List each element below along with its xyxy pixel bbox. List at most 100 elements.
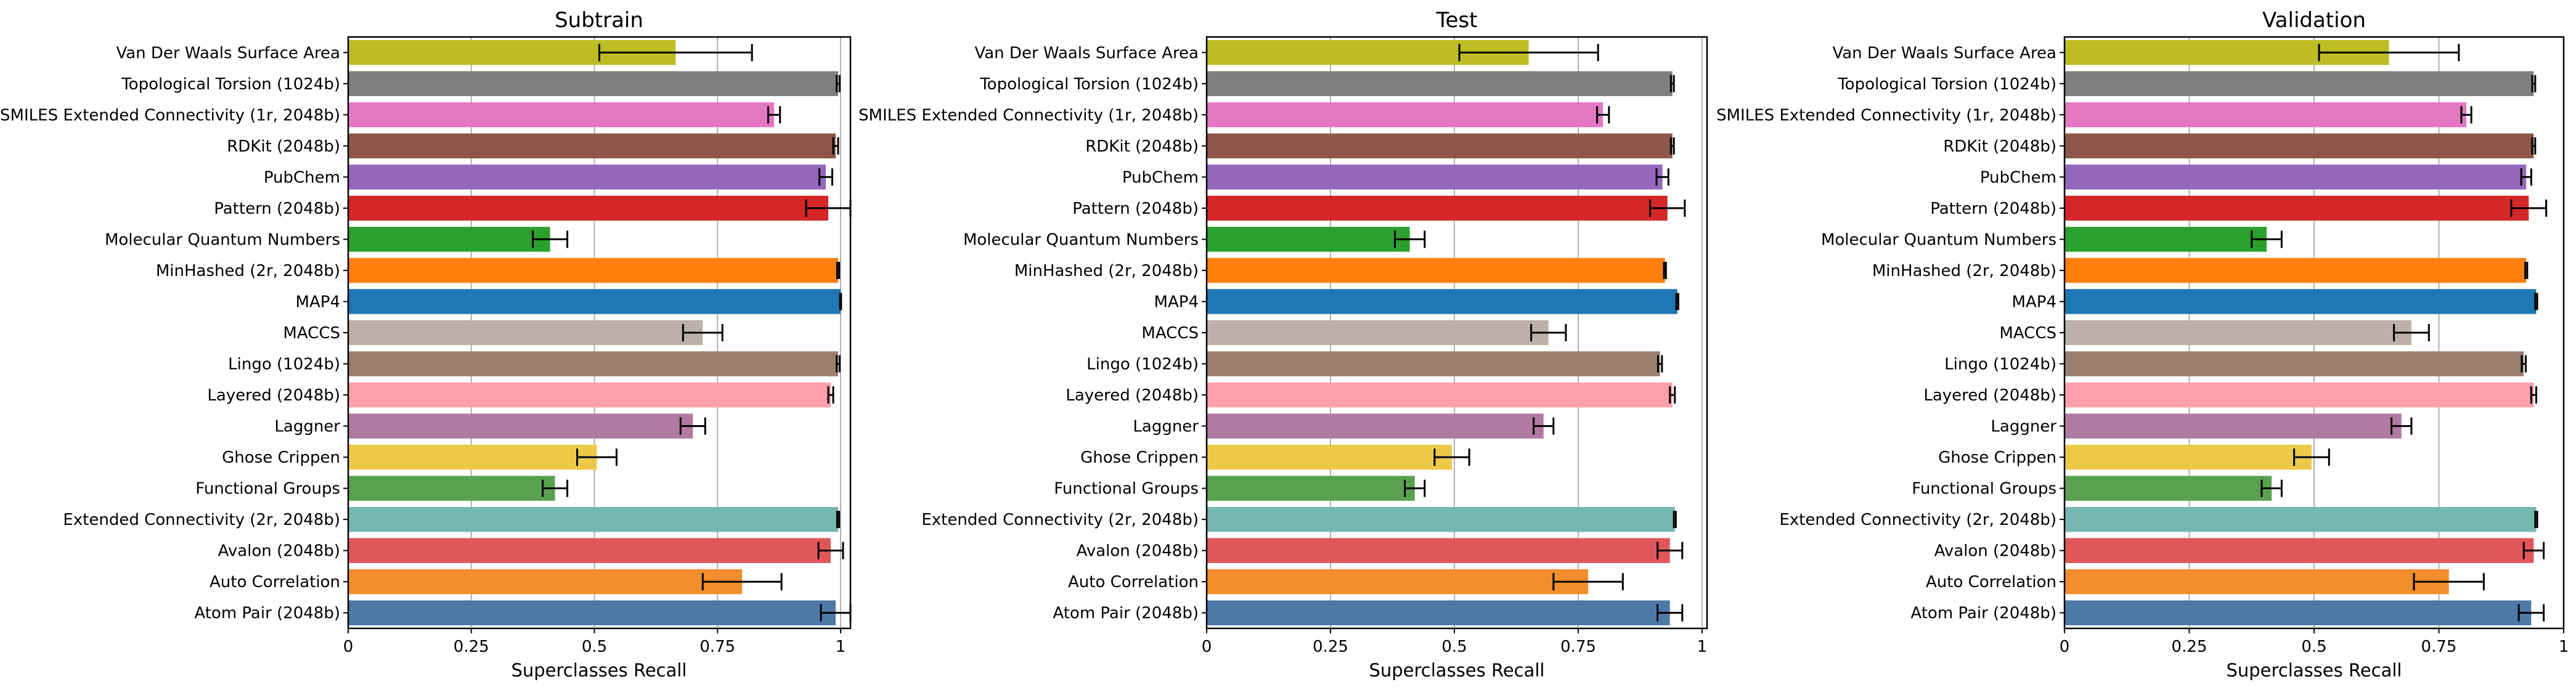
error-bar [1533,417,1555,435]
y-tick-label: SMILES Extended Connectivity (1r, 2048b) [0,106,340,124]
bar [2064,569,2449,595]
x-tick-label: 0.25 [2172,638,2207,656]
bar [1207,71,1673,96]
y-tick-label: Atom Pair (2048b) [194,604,340,623]
bar [1207,258,1665,283]
bar [2064,289,2537,314]
y-tick-label: MACCS [1999,324,2056,343]
test-panel: Test Superclasses Recall Van Der Waals S… [858,8,1708,681]
x-tick-label: 1 [1697,638,1708,656]
bar [2064,413,2402,439]
bar [348,600,836,625]
bar [2064,506,2537,532]
y-tick-label: PubChem [1122,168,1199,187]
y-tick-label: Pattern (2048b) [214,200,340,218]
bar [348,382,831,408]
x-tick-label: 0.25 [1313,638,1348,656]
y-tick-label: Pattern (2048b) [1930,200,2056,218]
error-bar [2520,168,2532,186]
bar [1207,476,1415,501]
y-tick-label: MAP4 [1154,293,1199,311]
y-tick-label: Lingo (1024b) [1086,355,1199,374]
bar [2064,164,2527,190]
error-bar [2293,448,2330,466]
y-tick-label: Ghose Crippen [1080,448,1199,467]
y-tick-label: Van Der Waals Surface Area [116,44,340,62]
bar [2064,600,2532,625]
error-bar [2531,137,2537,155]
error-bar [1669,386,1676,404]
error-bar [2524,261,2529,279]
error-bar [1655,168,1669,186]
y-tick-label: Extended Connectivity (2r, 2048b) [921,511,1199,529]
bar [2064,102,2467,128]
error-bar [2510,199,2548,217]
bar [2064,71,2534,96]
axes-frame [347,36,852,630]
panel-title: Subtrain [555,8,643,33]
y-tick-label: Functional Groups [1054,480,1199,498]
y-tick-label: MinHashed (2r, 2048b) [1014,262,1199,280]
bar [2064,227,2267,252]
y-tick-label: Atom Pair (2048b) [1053,604,1199,623]
x-tick-label: 1 [836,638,846,656]
bar [2064,444,2312,470]
y-tick-label: Functional Groups [1912,480,2056,498]
bar [348,506,839,532]
y-tick-label: Auto Correlation [210,573,340,591]
error-bar [1458,44,1599,62]
error-bar [2522,542,2545,559]
x-axis-label: Superclasses Recall [1369,660,1544,681]
bar [1207,289,1677,314]
bar [2064,382,2534,408]
y-tick-label: RDKit (2048b) [227,137,340,156]
error-bar [2530,386,2537,404]
bar [348,133,836,159]
bar [1207,506,1675,532]
x-tick-label: 0.25 [454,638,489,656]
bar [348,569,743,595]
bar [1207,444,1452,470]
bar [348,227,550,252]
y-tick-label: Laggner [1133,418,1199,436]
error-bar [1663,261,1667,279]
error-bar [2251,230,2283,248]
error-bar [2318,44,2460,62]
y-tick-label: Auto Correlation [1926,573,2056,591]
error-bar [1394,230,1426,248]
subtrain-panel: Subtrain Superclasses Recall Van Der Waa… [0,8,852,681]
y-tick-label: Auto Correlation [1068,573,1199,591]
bar [2064,195,2529,221]
bar [348,413,693,439]
error-bar [817,542,844,559]
bar [348,71,839,96]
bar [348,351,839,376]
bar [2064,320,2411,346]
validation-panel: Validation Superclasses Recall Van Der W… [1716,8,2569,681]
y-tick-label: Avalon (2048b) [1077,542,1199,561]
error-bar [2534,293,2538,310]
y-tick-label: SMILES Extended Connectivity (1r, 2048b) [858,106,1199,124]
error-bar [818,168,833,186]
bar [1207,413,1544,439]
y-tick-label: Molecular Quantum Numbers [1821,230,2056,249]
y-tick-label: Van Der Waals Surface Area [974,44,1199,62]
x-tick-label: 0 [2060,638,2070,656]
y-tick-label: Ghose Crippen [1938,448,2056,467]
y-tick-label: Topological Torsion (1024b) [1837,75,2056,94]
error-bar [532,230,569,248]
bar [348,538,831,563]
error-bar [836,75,841,92]
x-tick-label: 0.5 [582,638,607,656]
y-tick-label: MAP4 [2012,293,2056,311]
x-tick-label: 0.75 [699,638,735,656]
error-bar [1433,448,1470,466]
bar [348,195,829,221]
bar [1207,320,1549,346]
error-bar [2534,511,2538,529]
error-bar [1673,511,1677,529]
y-tick-label: Layered (2048b) [207,386,340,405]
y-tick-label: SMILES Extended Connectivity (1r, 2048b) [1716,106,2056,124]
y-tick-label: Layered (2048b) [1923,386,2056,405]
bar [348,102,775,128]
